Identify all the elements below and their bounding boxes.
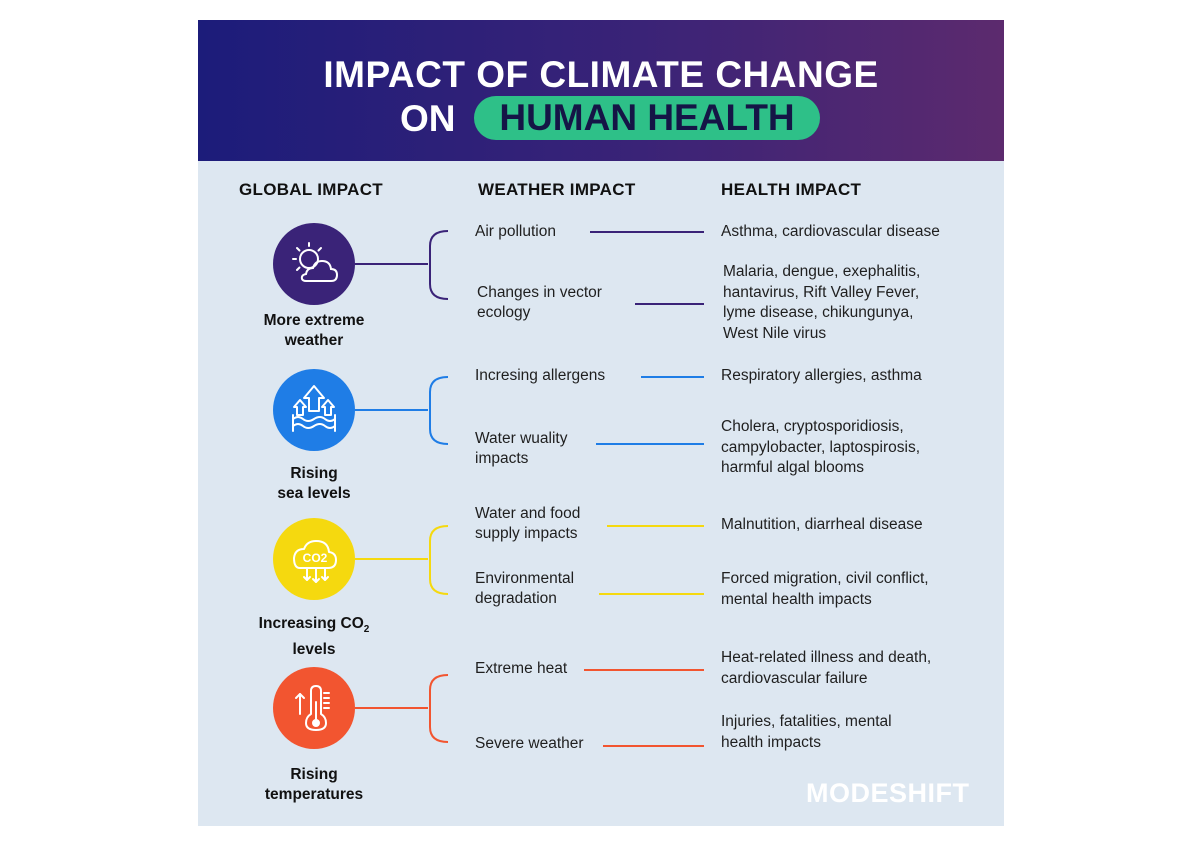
- title-highlight-pill: HUMAN HEALTH: [474, 96, 820, 140]
- thermometer-icon: [295, 685, 330, 731]
- global-label-line2: levels: [292, 641, 336, 659]
- weather-text-line: Water and food: [475, 505, 581, 522]
- sea-levels-circle: [273, 369, 355, 451]
- rising-water-icon: [292, 385, 336, 432]
- weather-vector-ecology: Changes in vector ecology: [477, 283, 602, 323]
- weather-environmental: Environmental degradation: [475, 569, 574, 609]
- health-migration: Forced migration, civil conflict, mental…: [721, 569, 929, 610]
- weather-text-line: Changes in vector: [477, 284, 602, 301]
- global-label-co2: Increasing CO2 levels: [234, 614, 394, 660]
- weather-text-line: Air pollution: [475, 223, 556, 240]
- health-text-line: lyme disease, chikungunya,: [723, 304, 914, 321]
- co2-label-prefix: Increasing CO: [258, 615, 364, 632]
- health-heat-illness: Heat-related illness and death, cardiova…: [721, 648, 931, 689]
- health-text-line: Forced migration, civil conflict,: [721, 570, 929, 587]
- connector-sea-levels: [355, 376, 704, 445]
- weather-text-line: Extreme heat: [475, 660, 568, 677]
- global-label-line1: Rising: [290, 766, 338, 783]
- weather-text-line: Environmental: [475, 570, 575, 587]
- column-header-weather: WEATHER IMPACT: [478, 180, 636, 199]
- weather-text-line: ecology: [477, 304, 531, 321]
- health-text-line: West Nile virus: [723, 324, 827, 342]
- health-text-line: health impacts: [721, 733, 821, 751]
- global-label-line2: sea levels: [277, 485, 351, 502]
- weather-air-pollution: Air pollution: [475, 222, 556, 242]
- sun-cloud-icon: [292, 242, 339, 282]
- co2-icon-text: CO2: [303, 551, 328, 565]
- co2-circle: CO2: [273, 518, 355, 600]
- infographic-card: IMPACT OF CLIMATE CHANGE ON HUMAN HEALTH…: [198, 20, 1004, 826]
- health-respiratory: Respiratory allergies, asthma: [721, 366, 922, 387]
- health-text-line: harmful algal blooms: [721, 459, 865, 476]
- health-malaria: Malaria, dengue, exephalitis, hantavirus…: [723, 262, 920, 344]
- weather-severe: Severe weather: [475, 734, 584, 754]
- weather-water-quality: Water wuality impacts: [475, 429, 567, 469]
- global-label-line1: More extreme: [263, 312, 365, 329]
- health-text-line: Malaria, dengue, exephalitis,: [723, 263, 921, 280]
- weather-text-line: Severe weather: [475, 735, 584, 752]
- column-header-health: HEALTH IMPACT: [721, 180, 862, 199]
- global-label-extreme-weather: More extreme weather: [234, 311, 394, 351]
- health-text-line: hantavirus, Rift Valley Fever,: [723, 283, 920, 301]
- health-text-line: Injuries, fatalities, mental: [721, 713, 892, 730]
- title-line-1: IMPACT OF CLIMATE CHANGE: [323, 54, 879, 95]
- extreme-weather-circle: [273, 223, 355, 305]
- health-text-line: Asthma, cardiovascular disease: [721, 223, 940, 240]
- weather-text-line: impacts: [475, 450, 529, 467]
- co2-cloud-icon: CO2: [293, 540, 337, 583]
- global-label-line2: temperatures: [264, 786, 364, 803]
- health-text-line: Cholera, cryptosporidiosis,: [721, 418, 904, 435]
- health-text-line: campylobacter, laptospirosis,: [721, 438, 921, 456]
- health-asthma-cardio: Asthma, cardiovascular disease: [721, 222, 940, 243]
- global-label-temperatures: Rising temperatures: [234, 765, 394, 805]
- global-label-line1: Increasing CO2: [234, 614, 394, 640]
- weather-text-line: degradation: [475, 590, 557, 607]
- health-text-line: Heat-related illness and death,: [721, 649, 932, 666]
- global-label-line1: Rising: [290, 465, 338, 482]
- weather-extreme-heat: Extreme heat: [475, 659, 567, 679]
- weather-text-line: Incresing allergens: [475, 367, 606, 384]
- health-text-line: cardiovascular failure: [721, 669, 868, 687]
- column-header-global: GLOBAL IMPACT: [239, 180, 383, 199]
- health-cholera: Cholera, cryptosporidiosis, campylobacte…: [721, 417, 920, 479]
- temperatures-circle: [273, 667, 355, 749]
- weather-allergens: Incresing allergens: [475, 366, 605, 386]
- weather-text-line: supply impacts: [475, 525, 578, 542]
- weather-food-supply: Water and food supply impacts: [475, 504, 580, 544]
- global-label-sea-levels: Rising sea levels: [234, 464, 394, 504]
- connector-temperatures: [355, 669, 704, 747]
- global-label-line2: weather: [284, 332, 344, 349]
- health-text-line: Respiratory allergies, asthma: [721, 367, 922, 384]
- co2-label-subscript: 2: [363, 624, 370, 636]
- connector-co2: [355, 525, 704, 595]
- title-on: ON: [400, 98, 456, 139]
- health-text-line: mental health impacts: [721, 590, 872, 608]
- brand-logo: MODESHIFT: [806, 778, 970, 808]
- connector-extreme-weather: [355, 230, 704, 305]
- health-malnutrition: Malnutition, diarrheal disease: [721, 515, 923, 536]
- health-text-line: Malnutition, diarrheal disease: [721, 516, 923, 533]
- header-banner: IMPACT OF CLIMATE CHANGE ON HUMAN HEALTH: [198, 20, 1004, 161]
- weather-text-line: Water wuality: [475, 430, 568, 447]
- health-injuries: Injuries, fatalities, mental health impa…: [721, 712, 892, 753]
- connector-lines: [355, 230, 704, 747]
